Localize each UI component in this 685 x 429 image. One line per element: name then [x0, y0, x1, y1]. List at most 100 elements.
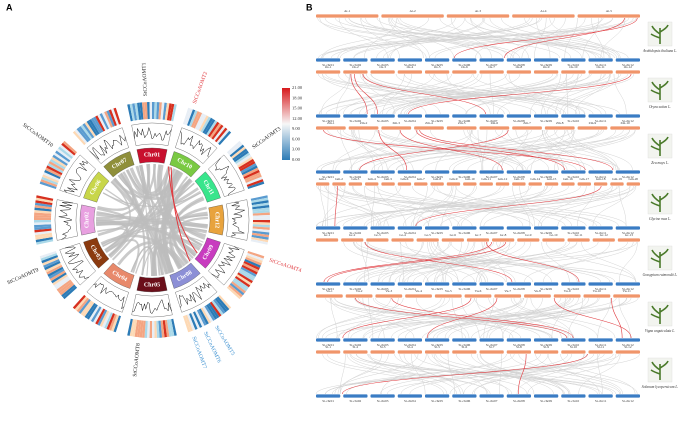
- synteny-line: [395, 129, 604, 171]
- chromosome-label: Gm-3: [351, 177, 359, 181]
- chromosome-label: St-chr11: [595, 399, 607, 403]
- synteny-line: [371, 185, 376, 227]
- chromosome-label: Gr-13: [625, 233, 633, 237]
- chromosome-label: Zm-5: [458, 121, 466, 125]
- synteny-line: [316, 297, 404, 339]
- heatmap-cell: [72, 294, 86, 310]
- chromosome-label: Vu-8: [534, 289, 541, 293]
- synteny-line: [515, 129, 559, 171]
- heatmap-cell: [226, 286, 242, 300]
- chromosome-bar: [316, 350, 341, 354]
- chromosome-label: St-chr06: [459, 287, 471, 291]
- chromosome-bar: [534, 70, 559, 74]
- synteny-line: [430, 241, 486, 283]
- heatmap-cell: [82, 301, 95, 317]
- synteny-line: [378, 185, 581, 227]
- chromosome-bar: [617, 238, 640, 242]
- heatmap-cell: [108, 313, 117, 331]
- heatmap-cell: [252, 207, 270, 212]
- chromosome-label: Gr-4: [399, 233, 406, 237]
- density-line: [132, 299, 172, 314]
- synteny-link: [161, 169, 180, 273]
- chromosome-label: Os-5: [434, 65, 441, 69]
- synteny-line: [335, 185, 569, 227]
- synteny-line: [370, 73, 585, 115]
- chromosome-label: St-chr01: [322, 287, 334, 291]
- chromosome-label: Os-12: [624, 65, 633, 69]
- synteny-link: [104, 164, 150, 251]
- chromosome-bar: [561, 182, 575, 186]
- chromosome-bar: [528, 182, 542, 186]
- heatmap-cell: [147, 320, 150, 338]
- chromosome-label: Gr-9: [525, 233, 532, 237]
- heatmap-cell: [53, 275, 70, 288]
- chromosome-bar: [517, 238, 540, 242]
- chromosome-bar: [534, 282, 559, 286]
- chromosome-bar: [343, 58, 368, 62]
- heatmap-cell: [88, 305, 100, 321]
- synteny-line: [343, 241, 429, 283]
- synteny-line: [391, 297, 522, 339]
- heatmap-cell: [108, 109, 117, 127]
- heatmap-cell: [40, 253, 58, 261]
- chromosome-label: Gm-13: [514, 177, 524, 181]
- heatmap-cell: [234, 275, 251, 288]
- chromosome-label: St-chr03: [377, 63, 389, 67]
- chromosome-label: Vu-4: [415, 289, 422, 293]
- synteny-line: [463, 353, 549, 395]
- heatmap-cell: [99, 113, 110, 130]
- chromosome-label: Os-4: [407, 65, 414, 69]
- heatmap-cell: [192, 311, 203, 328]
- chromosome-label: Gm-16: [563, 177, 573, 181]
- synteny-line: [375, 297, 572, 339]
- heatmap-cell: [111, 314, 119, 332]
- chromosome-label: Os-11: [597, 65, 605, 69]
- chromosome-bar: [494, 294, 522, 298]
- heatmap-cell: [156, 102, 160, 120]
- heatmap-cell: [242, 262, 259, 273]
- heatmap-cell: [41, 176, 59, 185]
- heatmap-cell: [42, 174, 59, 183]
- synteny-line: [436, 297, 599, 339]
- heatmap-cell: [84, 302, 97, 319]
- heatmap-cell: [202, 306, 214, 323]
- synteny-line: [362, 297, 475, 339]
- synteny-line: [322, 17, 542, 59]
- chromosome: [136, 276, 168, 293]
- synteny-line: [555, 73, 579, 115]
- heatmap-cell: [58, 146, 73, 159]
- chromosome-label: St-chr12: [622, 399, 634, 403]
- synteny-line: [567, 297, 584, 339]
- chromosome-label: Sl-1: [325, 345, 331, 349]
- line-track-frame: [59, 243, 96, 286]
- chromosome-bar: [615, 170, 640, 174]
- chromosome-bar: [588, 226, 613, 230]
- heatmap-cell: [106, 313, 115, 330]
- synteny-line: [434, 241, 469, 283]
- chromosome-label: Sl-7: [489, 345, 495, 349]
- synteny-line: [363, 73, 505, 115]
- density-line: [231, 202, 245, 238]
- heatmap-cell: [58, 281, 73, 294]
- chromosome-bar: [452, 170, 477, 174]
- heatmap-cell: [142, 320, 146, 338]
- chromosome-bar: [452, 226, 477, 230]
- chromosome-label: Gm-15: [547, 177, 557, 181]
- chromosome-bar: [615, 114, 640, 118]
- heatmap-cell: [48, 268, 65, 279]
- synteny-line: [486, 297, 528, 339]
- chromosome-label: Sl-11: [597, 345, 605, 349]
- heatmap-cell: [158, 320, 162, 338]
- chromosome-label: St-chr07: [486, 63, 498, 67]
- chromosome-label: Gm-9: [450, 177, 458, 181]
- chromosome-bar: [370, 58, 395, 62]
- chromosome-bar: [452, 338, 477, 342]
- synteny-group: [316, 129, 636, 171]
- heatmap-cell: [45, 262, 62, 273]
- heatmap-cell: [49, 270, 66, 282]
- chromosome-bar: [381, 126, 412, 130]
- chromosome-label: Sl-8: [516, 345, 522, 349]
- heatmap-cell: [207, 121, 220, 138]
- line-track-frame: [59, 154, 96, 197]
- chromosome-label: St-chr02: [350, 63, 362, 67]
